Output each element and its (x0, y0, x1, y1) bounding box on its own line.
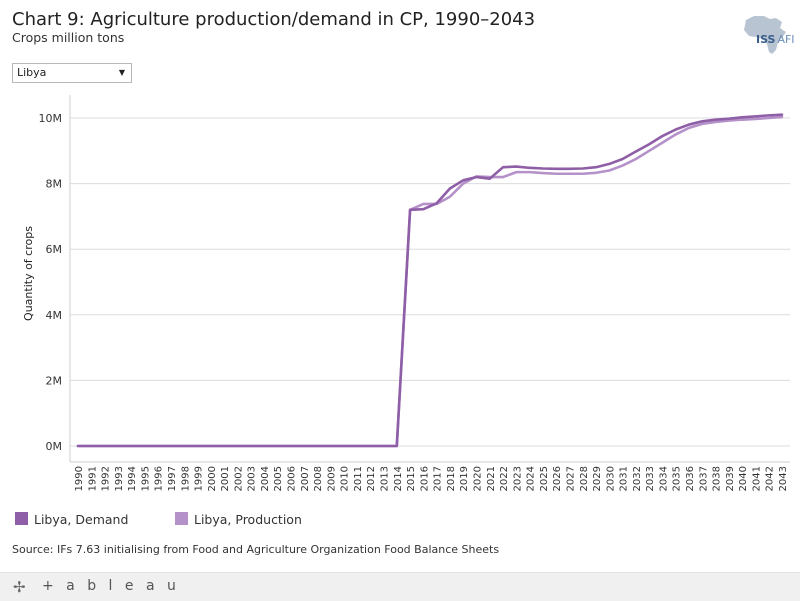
x-tick-label: 2022 (499, 466, 510, 491)
logo-text: ISS AFI (756, 33, 795, 46)
y-tick-label: 2M (46, 374, 63, 387)
x-tick-label: 2017 (433, 466, 444, 491)
x-tick-label: 2015 (406, 466, 417, 491)
x-tick-label: 2018 (446, 466, 457, 491)
tableau-brand[interactable]: + a b l e a u (42, 578, 180, 594)
chart-subtitle: Crops million tons (12, 30, 125, 45)
chart-title: Chart 9: Agriculture production/demand i… (12, 9, 536, 30)
y-tick-label: 6M (46, 243, 63, 256)
x-tick-label: 2019 (459, 466, 470, 491)
x-tick-label: 2038 (712, 466, 723, 491)
x-tick-label: 2028 (579, 466, 590, 491)
x-tick-label: 2031 (619, 466, 630, 491)
x-tick-label: 2007 (300, 466, 311, 491)
x-tick-label: 2009 (326, 466, 337, 491)
x-tick-label: 1995 (140, 466, 151, 491)
x-tick-label: 2008 (313, 466, 324, 491)
y-tick-label: 10M (39, 112, 63, 125)
x-tick-label: 2040 (738, 466, 749, 491)
africa-map-icon (744, 16, 786, 54)
x-tick-label: 2026 (552, 466, 563, 491)
tableau-plus-icon[interactable]: ✢ (13, 578, 26, 596)
x-tick-label: 2001 (220, 466, 231, 491)
x-tick-label: 1997 (167, 466, 178, 491)
x-tick-label: 2023 (512, 466, 523, 491)
x-tick-label: 1993 (114, 466, 125, 491)
x-tick-label: 2006 (287, 466, 298, 491)
x-tick-label: 1992 (101, 466, 112, 491)
x-tick-label: 1996 (154, 466, 165, 491)
x-tick-label: 2042 (765, 466, 776, 491)
y-tick-label: 8M (46, 178, 63, 191)
x-tick-label: 2002 (233, 466, 244, 491)
legend-swatch-demand (15, 512, 28, 525)
x-tick-label: 2005 (273, 466, 284, 491)
legend-label-production: Libya, Production (194, 512, 302, 527)
x-tick-label: 2013 (380, 466, 391, 491)
x-tick-label: 1999 (194, 466, 205, 491)
x-tick-label: 2011 (353, 466, 364, 491)
x-tick-label: 2039 (725, 466, 736, 491)
legend-label-demand: Libya, Demand (34, 512, 129, 527)
x-tick-label: 1998 (180, 466, 191, 491)
x-tick-label: 2024 (526, 466, 537, 491)
x-tick-label: 2033 (645, 466, 656, 491)
x-tick-label: 2035 (672, 466, 683, 491)
x-tick-label: 1994 (127, 466, 138, 491)
x-tick-label: 2021 (486, 466, 497, 491)
x-tick-label: 2027 (565, 466, 576, 491)
legend-item-demand[interactable]: Libya, Demand (15, 512, 128, 527)
legend-item-production[interactable]: Libya, Production (175, 512, 302, 527)
y-tick-label: 4M (46, 309, 63, 322)
x-tick-label: 2025 (539, 466, 550, 491)
x-tick-label: 2016 (419, 466, 430, 491)
x-tick-label: 2029 (592, 466, 603, 491)
x-tick-label: 2000 (207, 466, 218, 491)
x-tick-label: 2034 (658, 466, 669, 491)
x-tick-label: 2030 (605, 466, 616, 491)
series-line-production (76, 115, 784, 448)
x-tick-label: 2004 (260, 466, 271, 491)
x-tick-label: 2037 (698, 466, 709, 491)
country-filter-dropdown[interactable]: Libya ▼ (12, 63, 132, 83)
y-axis-label: Quantity of crops (22, 226, 35, 321)
source-note: Source: IFs 7.63 initialising from Food … (12, 543, 500, 556)
country-filter-value: Libya (17, 66, 47, 79)
y-tick-label: 0M (46, 440, 63, 453)
x-tick-label: 2041 (751, 466, 762, 491)
tableau-footer: ✢ + a b l e a u (0, 572, 800, 601)
x-tick-label: 2032 (632, 466, 643, 491)
x-tick-label: 2020 (472, 466, 483, 491)
x-tick-label: 2012 (366, 466, 377, 491)
x-tick-label: 2010 (340, 466, 351, 491)
x-tick-label: 2014 (393, 466, 404, 491)
x-tick-label: 2043 (778, 466, 789, 491)
series-line-demand (76, 113, 784, 448)
x-tick-label: 1990 (74, 466, 85, 491)
chevron-down-icon[interactable]: ▼ (118, 68, 125, 77)
x-tick-label: 2003 (247, 466, 258, 491)
x-tick-label: 1991 (87, 466, 98, 491)
x-tick-label: 2036 (685, 466, 696, 491)
legend-swatch-production (175, 512, 188, 525)
